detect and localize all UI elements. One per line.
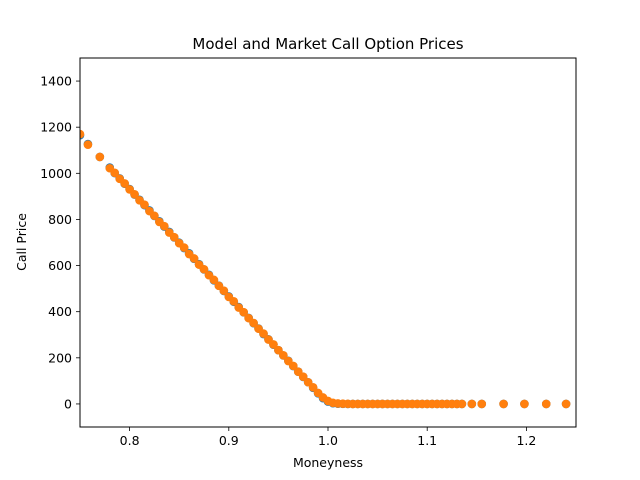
market-point [249,318,258,328]
market-point [279,350,288,360]
market-point [308,383,318,392]
market-point [179,243,189,252]
y-tick-label: 0 [64,396,72,411]
market-point [259,329,268,338]
x-axis: 0.8 0.9 1.0 1.1 1.2 [120,427,536,448]
market-point [298,372,308,382]
x-axis-label: Moneyness [293,455,363,470]
market-point [160,221,169,231]
market-point [130,190,139,199]
market-point [120,179,129,188]
x-tick-label: 1.1 [417,433,437,448]
market-point [467,399,477,409]
x-tick-label: 0.8 [120,433,140,448]
series-layer [80,129,571,409]
chart-title: Model and Market Call Option Prices [192,35,463,53]
y-tick-label: 1400 [40,74,72,89]
market-point [457,399,467,409]
market-point [110,168,120,178]
y-tick-label: 200 [48,350,72,365]
market-point [499,399,508,409]
y-tick-label: 1200 [40,120,72,135]
x-tick-label: 0.9 [219,433,239,448]
market-point [520,399,529,409]
market-point [199,264,209,274]
market-point [83,140,93,150]
series-market [80,129,571,409]
y-axis-label: Call Price [14,213,29,271]
market-point [150,211,159,221]
y-tick-label: 800 [48,212,72,227]
y-tick-label: 1000 [40,166,72,181]
y-tick-label: 400 [48,304,72,319]
market-point [229,297,239,306]
market-point [477,399,487,409]
market-point [169,232,179,242]
market-point [95,152,105,162]
market-point [80,129,85,139]
market-point [219,286,229,296]
y-tick-label: 600 [48,258,72,273]
market-point [239,307,248,317]
market-point [561,399,571,409]
x-tick-label: 1.2 [516,433,536,448]
market-point [269,340,278,349]
x-tick-label: 1.0 [318,433,338,448]
market-point [541,399,551,409]
plot-area [80,129,571,409]
market-point [189,254,199,263]
market-point [209,275,219,285]
market-point [288,361,298,371]
market-point [140,200,149,209]
y-axis: 0 200 400 600 800 1000 1200 1400 [40,74,80,411]
